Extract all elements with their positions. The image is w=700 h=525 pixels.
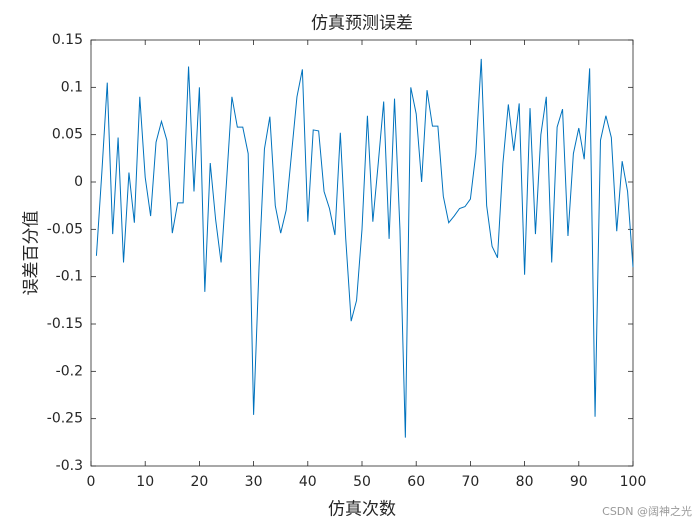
x-axis-label: 仿真次数	[328, 500, 396, 520]
y-tick-label: 0.15	[52, 32, 83, 48]
x-tick-label: 70	[461, 474, 479, 490]
x-tick-label: 10	[136, 474, 154, 490]
x-tick-label: 40	[299, 474, 317, 490]
plot-area	[90, 39, 634, 467]
data-line	[95, 58, 634, 438]
y-tick-label: -0.25	[47, 411, 83, 427]
x-tick-label: 90	[570, 474, 588, 490]
x-tick-label: 60	[407, 474, 425, 490]
y-tick-label: -0.3	[56, 458, 83, 474]
x-tick-label: 80	[516, 474, 534, 490]
x-tick-label: 30	[245, 474, 263, 490]
y-tick-label: -0.2	[56, 363, 83, 379]
y-axis-label: 误差百分值	[22, 211, 42, 296]
y-tick-label: -0.1	[56, 269, 83, 285]
x-tick-label: 0	[87, 474, 96, 490]
x-tick-label: 20	[190, 474, 208, 490]
watermark: CSDN @阔神之光	[602, 504, 692, 518]
y-tick-label: -0.15	[47, 316, 83, 332]
x-tick-label: 50	[353, 474, 371, 490]
x-tick-label: 100	[620, 474, 647, 490]
y-tick-label: 0.1	[61, 79, 83, 95]
y-tick-label: 0	[74, 174, 83, 190]
y-tick-label: -0.05	[47, 221, 83, 237]
chart-title: 仿真预测误差	[311, 14, 413, 34]
y-tick-label: 0.05	[52, 127, 83, 143]
